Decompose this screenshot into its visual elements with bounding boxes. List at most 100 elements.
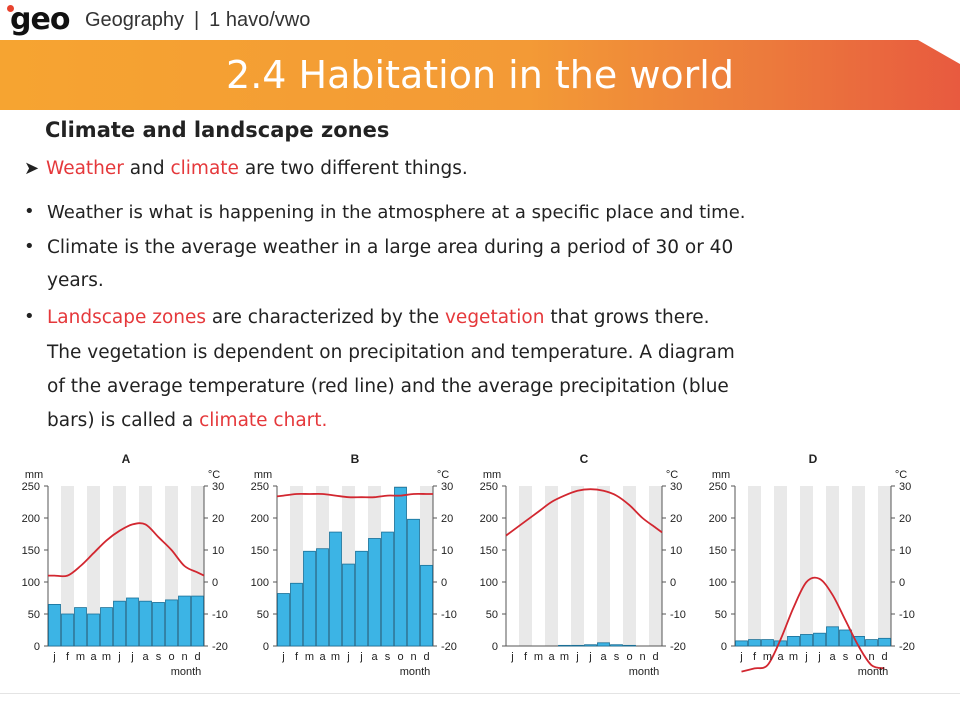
month-band <box>623 486 636 646</box>
bullet-icon: • <box>24 306 35 327</box>
precip-tick-label: 250 <box>251 481 269 493</box>
precipitation-bar <box>407 518 420 647</box>
precip-tick-label: 0 <box>721 641 727 653</box>
precipitation-bar <box>74 607 87 647</box>
temp-tick-label: 0 <box>212 577 218 589</box>
intro-text-2: are two different things. <box>238 158 468 179</box>
month-band <box>852 486 865 646</box>
title-banner <box>0 40 960 110</box>
precipitation-bar <box>61 613 74 647</box>
precipitation-bar <box>571 644 584 647</box>
precipitation-bar <box>87 613 100 647</box>
precip-tick-label: 100 <box>709 577 727 589</box>
temp-tick-label: 30 <box>212 481 224 493</box>
month-tick-label: j <box>510 651 513 663</box>
month-tick-label: s <box>614 651 620 663</box>
temp-tick-label: -10 <box>212 609 228 621</box>
temp-tick-label: 10 <box>441 545 453 557</box>
temp-tick-label: 30 <box>441 481 453 493</box>
month-tick-label: o <box>168 651 174 663</box>
brand-separator: | <box>193 9 200 31</box>
month-tick-label: m <box>534 651 543 663</box>
temp-tick-label: 20 <box>441 513 453 525</box>
level-label: 1 havo/vwo <box>209 9 311 31</box>
precipitation-bar <box>100 607 113 647</box>
term-vegetation: vegetation <box>444 307 545 328</box>
month-tick-label: d <box>423 651 429 663</box>
precipitation-bar <box>748 639 761 647</box>
precipitation-bar <box>368 538 381 647</box>
precip-tick-label: 0 <box>492 641 498 653</box>
chart-title: D <box>809 452 818 466</box>
temp-unit-label: °C <box>208 469 220 481</box>
temp-tick-label: 20 <box>670 513 682 525</box>
precipitation-bar <box>113 600 126 647</box>
month-band <box>545 486 558 646</box>
month-tick-label: j <box>575 651 578 663</box>
month-tick-label: d <box>652 651 658 663</box>
landscape-text-2: that grows there. <box>544 307 710 328</box>
month-tick-label: m <box>331 651 340 663</box>
month-tick-label: j <box>346 651 349 663</box>
month-tick-label: n <box>868 651 874 663</box>
month-tick-label: n <box>639 651 645 663</box>
month-band <box>774 486 787 646</box>
precipitation-bar <box>316 548 329 647</box>
bullet-icon: • <box>24 201 35 222</box>
geo-logo: geo <box>7 2 70 37</box>
precipitation-bar <box>865 639 878 647</box>
month-tick-label: j <box>52 651 55 663</box>
precipitation-bar <box>342 563 355 647</box>
brand-bar: geo Geography | 1 havo/vwo <box>0 0 960 40</box>
temp-tick-label: -10 <box>899 609 915 621</box>
precip-tick-label: 50 <box>486 609 498 621</box>
month-band <box>87 486 100 646</box>
month-tick-label: j <box>359 651 362 663</box>
month-tick-label: n <box>410 651 416 663</box>
precipitation-bar <box>277 593 290 647</box>
month-tick-label: a <box>548 651 555 663</box>
chart-title: C <box>580 452 589 466</box>
bullet-climate-line2: years. <box>47 270 104 291</box>
temp-tick-label: -20 <box>899 641 915 653</box>
landscape-text-1: are characterized by the <box>206 307 445 328</box>
month-tick-label: m <box>305 651 314 663</box>
temp-tick-label: -20 <box>441 641 457 653</box>
bullet-landscape-line2: The vegetation is dependent on precipita… <box>47 342 735 363</box>
temperature-line <box>48 522 205 578</box>
precip-tick-label: 100 <box>251 577 269 589</box>
month-tick-label: j <box>117 651 120 663</box>
landscape-text-3: bars) is called a <box>47 410 200 431</box>
month-band <box>649 486 662 646</box>
month-tick-label: m <box>102 651 111 663</box>
precipitation-bar <box>165 599 178 647</box>
precipitation-bar <box>139 600 152 647</box>
precipitation-bar <box>420 564 433 647</box>
precip-tick-label: 100 <box>480 577 498 589</box>
temp-tick-label: 30 <box>670 481 682 493</box>
precipitation-bar <box>878 637 891 647</box>
precip-unit-label: mm <box>483 469 501 481</box>
month-tick-label: o <box>855 651 861 663</box>
precipitation-bar <box>623 644 636 647</box>
precipitation-bar <box>178 595 191 647</box>
x-axis-label: month <box>629 666 660 678</box>
month-band <box>878 486 891 646</box>
month-tick-label: m <box>789 651 798 663</box>
month-tick-label: f <box>753 651 757 663</box>
temp-tick-label: -20 <box>212 641 228 653</box>
precip-tick-label: 250 <box>709 481 727 493</box>
precip-tick-label: 200 <box>480 513 498 525</box>
month-tick-label: o <box>626 651 632 663</box>
bullet-landscape-line1: Landscape zones are characterized by the… <box>47 307 710 328</box>
month-tick-label: a <box>829 651 836 663</box>
bullet-climate-line1: Climate is the average weather in a larg… <box>47 237 734 258</box>
x-axis-label: month <box>858 666 889 678</box>
term-landscape-zones: Landscape zones <box>47 307 207 328</box>
month-band <box>748 486 761 646</box>
term-weather: Weather <box>46 158 124 179</box>
